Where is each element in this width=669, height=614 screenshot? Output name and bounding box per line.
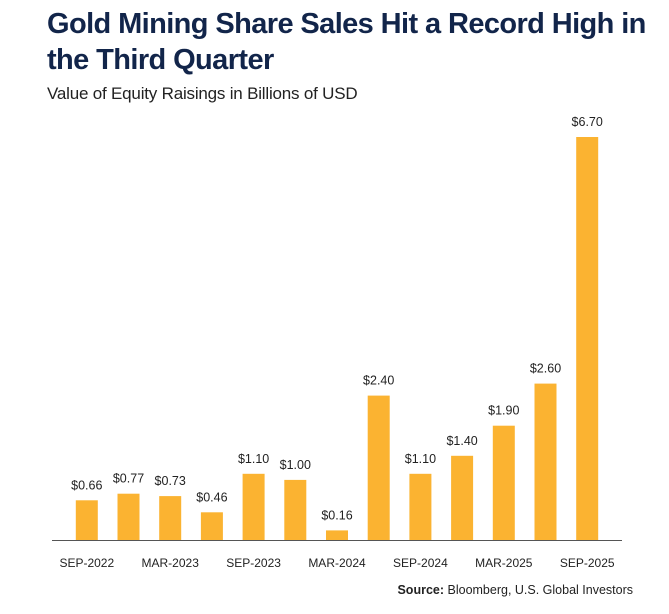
bar-sep-2025 xyxy=(576,137,599,540)
chart-title: Gold Mining Share Sales Hit a Record Hig… xyxy=(47,8,646,76)
data-labels-group: $0.66 $0.77 $0.73 $0.46 $1.10 $1.00 $0.16 $2.40… xyxy=(71,115,603,522)
data-label: $0.73 xyxy=(155,474,186,488)
data-label: $2.60 xyxy=(530,362,561,376)
data-label: $1.90 xyxy=(488,404,519,418)
source-note: Source: Bloomberg, U.S. Global Investors xyxy=(397,583,633,597)
bar-mar-2024 xyxy=(326,530,348,540)
x-tick-label: SEP-2024 xyxy=(393,556,448,570)
data-label: $1.10 xyxy=(405,452,436,466)
bar-sep-2024 xyxy=(409,473,432,540)
data-label: $1.10 xyxy=(238,452,269,466)
data-label: $0.46 xyxy=(196,490,227,504)
bar-jun-2025 xyxy=(534,383,557,540)
x-tick-label: MAR-2025 xyxy=(475,556,533,570)
data-label: $2.40 xyxy=(363,374,394,388)
data-label: $0.66 xyxy=(71,478,102,492)
bar-sep-2023 xyxy=(242,473,265,540)
x-tick-label: MAR-2024 xyxy=(308,556,366,570)
data-label: $0.16 xyxy=(321,508,352,522)
x-tick-label: SEP-2022 xyxy=(59,556,114,570)
bar-jun-2024 xyxy=(367,395,390,540)
x-axis-tick-labels: SEP-2022 MAR-2023 SEP-2023 MAR-2024 SEP-2024… xyxy=(59,556,614,570)
x-tick-label: SEP-2025 xyxy=(560,556,615,570)
source-label: Source: xyxy=(397,583,445,597)
source-text: Bloomberg, U.S. Global Investors xyxy=(447,583,634,597)
data-label: $1.40 xyxy=(446,434,477,448)
bar-mar-2025 xyxy=(492,425,515,540)
bar-mar-2023 xyxy=(159,496,182,540)
chart-subtitle: Value of Equity Raisings in Billions of … xyxy=(47,84,358,103)
x-tick-label: MAR-2023 xyxy=(142,556,200,570)
data-label: $1.00 xyxy=(280,458,311,472)
bars-group xyxy=(75,137,599,540)
bar-dec-2022 xyxy=(117,493,140,540)
data-label: $0.77 xyxy=(113,472,144,486)
bar-sep-2022 xyxy=(75,500,98,540)
x-tick-label: SEP-2023 xyxy=(226,556,281,570)
bar-dec-2024 xyxy=(451,455,474,540)
bar-jun-2023 xyxy=(200,512,223,540)
data-label: $6.70 xyxy=(572,115,603,129)
bar-dec-2023 xyxy=(284,479,307,540)
